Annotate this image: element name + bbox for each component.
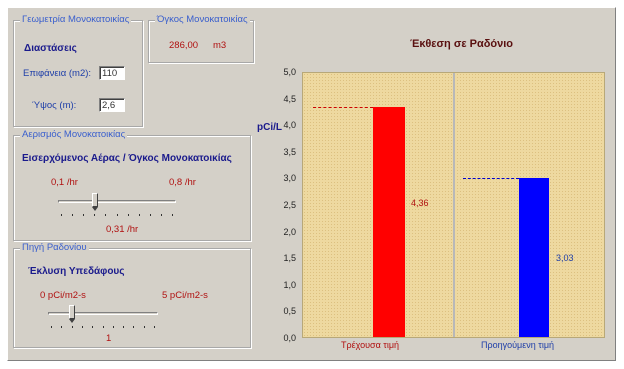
category-label-previous: Προηγούμενη τιμή [481, 340, 555, 350]
volume-group: Όγκος Μονοκατοικίας 286,00 m3 [148, 14, 254, 63]
plot-area: 4,36 3,03 [302, 72, 605, 338]
source-slider-track[interactable] [48, 312, 158, 315]
slider-tick [83, 214, 84, 216]
volume-legend: Όγκος Μονοκατοικίας [155, 14, 250, 26]
slider-tick [161, 214, 162, 216]
source-max-label: 5 pCi/m2-s [162, 290, 208, 301]
y-tick-label: 3,5 [283, 146, 296, 157]
slider-tick [123, 326, 124, 328]
radon-source-group: Πηγή Ραδονίου Έκλυση Υπεδάφους 0 pCi/m2-… [13, 242, 251, 348]
area-label: Επιφάνεια (m2): [23, 68, 92, 79]
slider-tick [103, 326, 104, 328]
ventilation-max-label: 0,8 /hr [169, 177, 196, 188]
ventilation-slider-track[interactable] [58, 200, 176, 203]
slider-tick [72, 326, 73, 328]
bar-previous [519, 177, 549, 337]
volume-value: 286,00 [169, 40, 199, 51]
y-tick-label: 5,0 [283, 67, 296, 77]
slider-tick [133, 326, 134, 328]
source-slider-thumb[interactable] [69, 305, 75, 323]
geometry-legend: Γεωμετρία Μονοκατοικίας [20, 14, 132, 26]
y-tick-label: 4,5 [283, 93, 296, 104]
slider-tick [172, 214, 173, 216]
slider-tick [61, 326, 62, 328]
y-axis-label: pCi/L [257, 122, 282, 133]
slider-tick [150, 214, 151, 216]
slider-tick [92, 326, 93, 328]
slider-tick [144, 326, 145, 328]
slider-tick [154, 326, 155, 328]
reference-line-previous [463, 177, 519, 179]
ventilation-legend: Αερισμός Μονοκατοικίας [20, 129, 128, 141]
main-window: Γεωμετρία Μονοκατοικίας Διαστάσεις Επιφά… [7, 7, 616, 361]
y-tick-label: 1,5 [283, 253, 296, 264]
ventilation-slider-ticks [61, 214, 173, 216]
slider-tick [113, 326, 114, 328]
slider-tick [128, 214, 129, 216]
radon-source-legend: Πηγή Ραδονίου [20, 242, 89, 254]
y-tick-label: 0,0 [283, 333, 296, 343]
dimensions-heading: Διαστάσεις [24, 43, 77, 54]
slider-tick [105, 214, 106, 216]
y-tick-label: 2,5 [283, 200, 296, 210]
y-tick-label: 1,0 [283, 279, 296, 290]
slider-tick [61, 214, 62, 216]
slider-tick [117, 214, 118, 216]
y-tick-label: 4,0 [283, 120, 296, 131]
category-label-current: Τρέχουσα τιμή [341, 340, 400, 350]
slider-tick [139, 214, 140, 216]
y-tick-label: 0,5 [283, 306, 296, 317]
reference-line-current [313, 107, 373, 109]
ventilation-slider-thumb[interactable] [92, 193, 98, 211]
source-value-label: 1 [106, 333, 112, 344]
y-tick-label: 3,0 [283, 173, 296, 184]
chart-title: Έκθεση σε Ραδόνιο [410, 38, 514, 50]
slider-tick [51, 326, 52, 328]
source-min-label: 0 pCi/m2-s [40, 290, 86, 301]
slider-tick [72, 214, 73, 216]
plot-divider [453, 73, 455, 337]
height-input[interactable] [99, 98, 125, 112]
height-label: Ύψος (m): [32, 100, 77, 111]
area-input[interactable] [99, 66, 125, 80]
geometry-group: Γεωμετρία Μονοκατοικίας Διαστάσεις Επιφά… [13, 14, 143, 127]
ventilation-heading: Εισερχόμενος Αέρας / Όγκος Μονοκατοικίας [22, 153, 232, 164]
bar-current [373, 107, 405, 337]
volume-unit: m3 [213, 40, 227, 51]
source-slider-ticks [51, 326, 155, 328]
ventilation-group: Αερισμός Μονοκατοικίας Εισερχόμενος Αέρα… [13, 129, 251, 241]
slider-tick [82, 326, 83, 328]
data-label-current: 4,36 [411, 198, 429, 209]
ventilation-min-label: 0,1 /hr [51, 177, 78, 188]
ventilation-value-label: 0,31 /hr [106, 224, 139, 235]
y-tick-label: 2,0 [283, 226, 296, 237]
data-label-previous: 3,03 [556, 253, 574, 264]
slider-tick [94, 214, 95, 216]
soil-emission-heading: Έκλυση Υπεδάφους [28, 266, 125, 277]
